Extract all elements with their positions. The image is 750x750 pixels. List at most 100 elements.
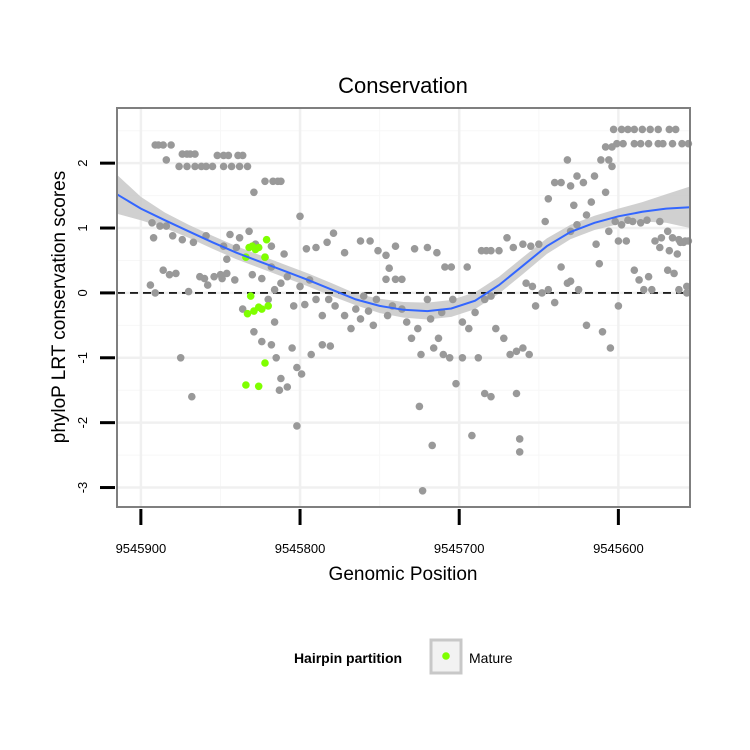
other-point: [573, 221, 581, 229]
other-point: [582, 211, 591, 219]
other-point: [176, 354, 185, 362]
mature-point: [254, 382, 263, 391]
other-point: [340, 311, 349, 320]
other-point: [414, 324, 422, 333]
other-point: [636, 139, 645, 148]
other-point: [210, 272, 218, 281]
other-point: [372, 295, 381, 304]
other-point: [515, 435, 524, 443]
other-point: [644, 272, 653, 281]
mature-point: [262, 235, 271, 244]
other-point: [527, 242, 535, 250]
other-point: [227, 162, 236, 171]
other-point: [570, 201, 578, 210]
other-point: [162, 222, 171, 230]
other-point: [407, 334, 416, 343]
other-point: [525, 350, 533, 359]
other-point: [617, 221, 626, 229]
other-point: [611, 217, 619, 226]
other-point: [391, 242, 400, 250]
other-point: [638, 125, 647, 134]
other-point: [474, 354, 483, 362]
other-point: [283, 383, 292, 391]
other-point: [151, 289, 159, 297]
mature-point: [264, 302, 273, 310]
other-point: [410, 245, 419, 253]
other-point: [267, 242, 276, 250]
other-point: [200, 274, 209, 283]
other-point: [557, 178, 565, 187]
other-point: [226, 230, 234, 239]
other-point: [183, 162, 191, 171]
other-point: [519, 344, 527, 352]
data-points: [146, 125, 693, 495]
other-point: [675, 235, 683, 244]
other-point: [296, 212, 304, 221]
other-point: [597, 156, 605, 164]
other-point: [566, 277, 575, 286]
other-point: [452, 379, 460, 388]
other-point: [509, 243, 518, 252]
other-point: [541, 217, 549, 226]
other-point: [449, 295, 457, 304]
other-point: [636, 219, 645, 227]
legend: Hairpin partition Mature: [294, 638, 513, 675]
other-point: [592, 240, 600, 248]
y-tick-label: -1: [75, 352, 90, 364]
other-point: [288, 344, 296, 352]
other-point: [678, 139, 686, 148]
other-point: [219, 162, 228, 171]
other-point: [382, 275, 390, 284]
other-point: [628, 217, 637, 226]
other-point: [162, 156, 171, 164]
other-point: [468, 431, 476, 440]
other-point: [608, 162, 616, 171]
other-point: [646, 125, 654, 134]
other-point: [635, 276, 643, 284]
other-point: [238, 305, 247, 313]
other-point: [434, 334, 443, 343]
other-point: [189, 238, 198, 247]
other-point: [359, 292, 368, 300]
mature-point: [261, 253, 269, 261]
other-point: [235, 162, 244, 171]
other-point: [587, 198, 596, 206]
other-point: [605, 227, 613, 236]
other-point: [614, 302, 623, 310]
smooth-fit-path: [116, 193, 691, 313]
other-point: [471, 308, 479, 317]
other-point: [293, 422, 301, 430]
other-point: [356, 315, 365, 323]
other-point: [159, 266, 167, 275]
other-point: [347, 324, 355, 333]
other-point: [283, 272, 292, 281]
other-point: [165, 270, 174, 279]
other-point: [458, 354, 467, 362]
other-point: [663, 266, 672, 275]
other-point: [223, 269, 231, 278]
other-point: [500, 334, 508, 343]
other-point: [544, 285, 553, 294]
other-point: [487, 246, 495, 255]
other-point: [156, 222, 164, 230]
other-point: [312, 295, 320, 304]
y-tick-label: 2: [75, 159, 90, 166]
other-point: [216, 270, 225, 279]
other-point: [245, 227, 253, 236]
other-point: [624, 125, 632, 134]
other-point: [213, 151, 222, 160]
other-point: [231, 276, 239, 284]
other-point: [684, 237, 693, 245]
other-point: [275, 386, 284, 395]
x-tick-label: 9545900: [116, 541, 167, 556]
other-point: [463, 263, 472, 271]
other-point: [563, 156, 572, 164]
other-point: [670, 269, 678, 278]
other-point: [528, 282, 537, 291]
y-tick-label: -2: [75, 417, 90, 429]
legend-mature-marker: [442, 652, 450, 660]
other-point: [622, 237, 631, 245]
other-point: [250, 328, 258, 336]
other-point: [630, 125, 639, 134]
